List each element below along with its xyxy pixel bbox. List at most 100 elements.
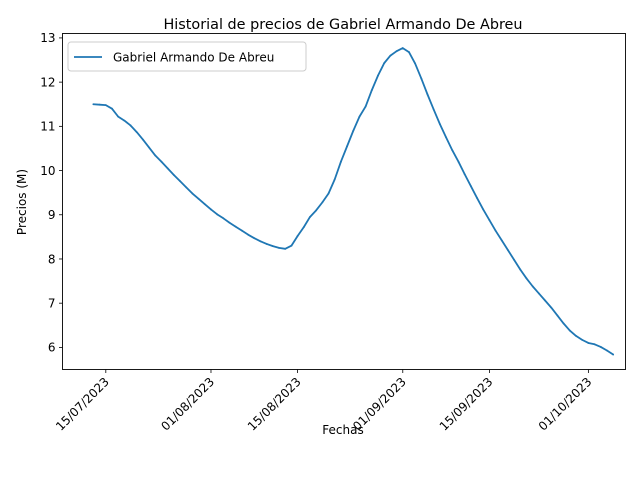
data-point: [333, 178, 336, 181]
plot-frame: [62, 33, 626, 370]
y-tick-label: 8: [48, 252, 56, 266]
data-point: [290, 244, 293, 247]
data-point: [259, 240, 262, 243]
data-point: [228, 221, 231, 224]
data-point: [302, 226, 305, 229]
data-point: [154, 154, 157, 157]
data-point: [606, 349, 608, 352]
data-point: [389, 54, 392, 57]
data-point: [420, 77, 423, 80]
data-point: [525, 277, 528, 280]
data-point: [575, 335, 577, 337]
data-point: [247, 233, 250, 236]
data-point: [191, 192, 194, 195]
data-point: [519, 268, 522, 271]
y-axis-label: Precios (M): [15, 169, 29, 235]
data-point: [278, 247, 280, 249]
data-point: [451, 149, 454, 152]
data-point: [179, 180, 181, 183]
data-point: [296, 235, 299, 237]
data-point: [439, 123, 441, 126]
data-point: [309, 216, 311, 218]
data-point: [210, 208, 212, 211]
data-point: [593, 343, 596, 346]
y-tick-label: 11: [40, 120, 55, 134]
data-point: [123, 119, 126, 122]
y-tick-label: 13: [40, 31, 55, 45]
data-point: [117, 115, 120, 118]
data-point: [562, 322, 565, 325]
data-point: [129, 124, 132, 127]
data-point: [587, 342, 590, 344]
data-point: [98, 103, 101, 106]
data-point: [482, 208, 485, 211]
data-point: [581, 338, 584, 341]
data-point: [432, 108, 435, 111]
data-point: [513, 258, 516, 261]
data-point: [457, 160, 460, 163]
data-point: [531, 285, 534, 288]
data-point: [216, 213, 219, 216]
data-point: [476, 197, 478, 199]
chart-title: Historial de precios de Gabriel Armando …: [163, 17, 522, 33]
data-point: [203, 203, 206, 206]
data-point: [377, 74, 379, 77]
y-axis-ticks: 6 7 8 9 10 11 12 13: [40, 31, 63, 355]
data-point: [445, 136, 447, 139]
data-point: [284, 247, 287, 250]
data-point: [494, 229, 497, 232]
y-tick-label: 9: [48, 208, 56, 222]
data-point: [550, 306, 553, 309]
data-point: [537, 292, 540, 295]
plot-marks: [92, 47, 615, 356]
y-tick-label: 7: [48, 296, 56, 310]
data-point: [241, 229, 243, 232]
data-point: [395, 50, 398, 53]
data-point: [172, 174, 175, 176]
data-point: [556, 314, 559, 317]
data-point: [111, 107, 113, 110]
data-point: [544, 299, 546, 302]
data-point: [469, 185, 472, 187]
data-point: [148, 146, 151, 149]
data-point: [234, 225, 237, 228]
y-tick-label: 10: [40, 164, 55, 178]
data-point: [135, 131, 138, 133]
data-point: [321, 201, 324, 204]
legend-box: [67, 41, 307, 72]
data-point: [271, 245, 274, 248]
data-point: [265, 243, 268, 245]
y-tick-label: 6: [48, 341, 56, 355]
data-point: [185, 186, 188, 189]
data-point: [315, 209, 318, 212]
legend-label: Gabriel Armando De Abreu: [113, 51, 274, 65]
data-point: [383, 62, 386, 65]
data-point: [346, 145, 348, 148]
data-point: [253, 237, 256, 240]
data-point: [507, 249, 509, 252]
data-point: [488, 219, 491, 221]
data-point: [612, 353, 615, 356]
data-point: [599, 346, 602, 348]
data-point: [370, 89, 373, 91]
data-point: [568, 329, 571, 332]
data-point: [92, 103, 95, 106]
x-axis-label: Fechas: [322, 423, 363, 437]
data-point: [500, 239, 503, 242]
data-point: [197, 197, 200, 200]
data-point: [364, 105, 367, 108]
y-tick-label: 12: [40, 75, 55, 89]
data-point: [463, 173, 466, 175]
data-point: [358, 115, 361, 118]
data-point: [340, 160, 342, 163]
data-point: [426, 93, 429, 96]
data-point: [166, 167, 169, 170]
data-point: [414, 62, 417, 65]
data-point: [352, 129, 355, 132]
data-point: [160, 160, 163, 163]
data-point: [401, 47, 404, 49]
data-point: [327, 192, 330, 195]
data-point: [222, 217, 225, 220]
